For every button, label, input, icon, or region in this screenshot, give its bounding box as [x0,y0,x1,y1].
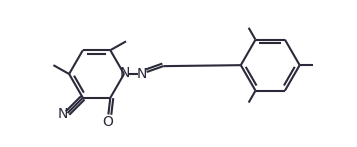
Text: N: N [57,107,68,121]
Text: N: N [120,66,130,80]
Text: O: O [102,115,113,129]
Text: N: N [136,67,147,81]
